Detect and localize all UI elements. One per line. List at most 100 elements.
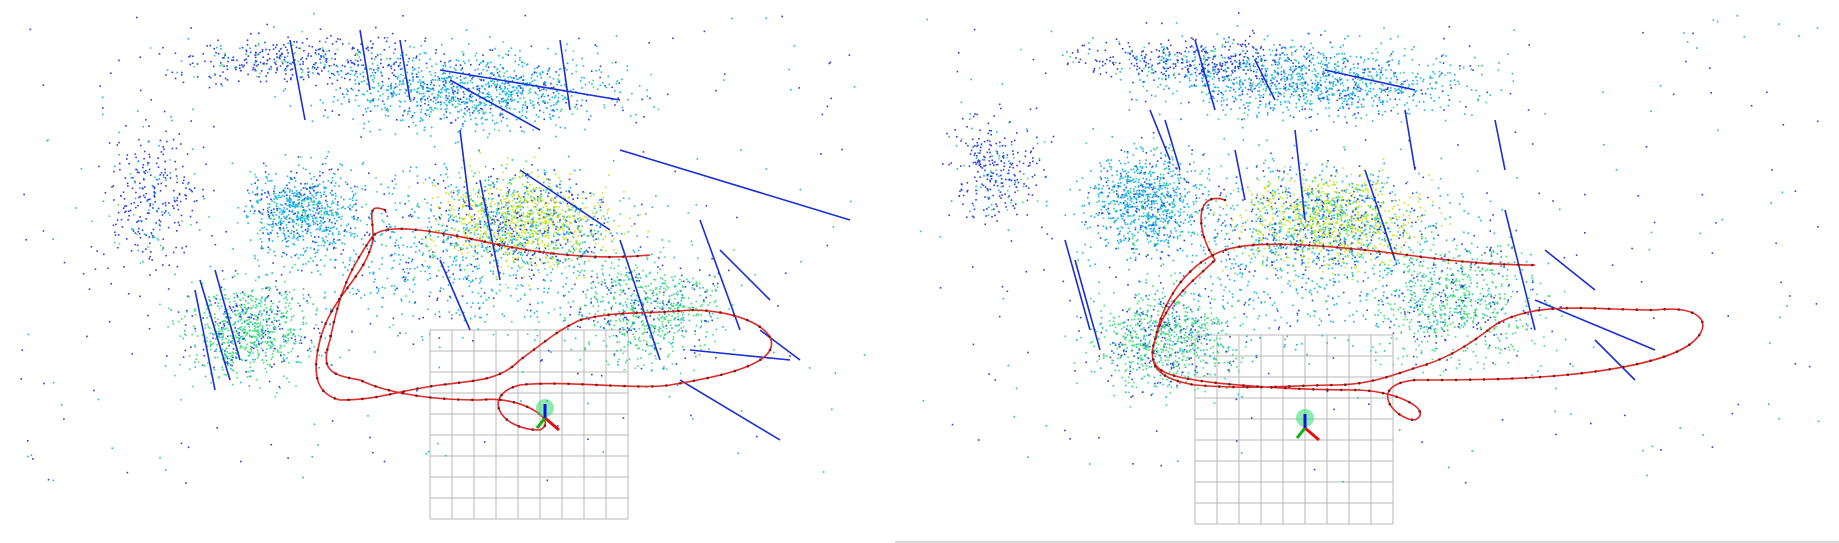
point <box>566 231 568 233</box>
point <box>305 322 307 325</box>
point <box>678 324 680 327</box>
point <box>488 236 491 238</box>
point <box>500 206 503 209</box>
point <box>594 212 597 215</box>
point <box>507 224 509 226</box>
point <box>302 288 305 290</box>
point <box>476 88 479 91</box>
point <box>538 217 541 220</box>
point <box>479 195 482 198</box>
point <box>293 236 295 238</box>
point <box>618 82 621 84</box>
point <box>329 206 331 209</box>
point <box>275 196 278 199</box>
point <box>502 97 504 100</box>
point <box>290 229 293 232</box>
point <box>670 324 672 326</box>
point <box>306 205 309 208</box>
point <box>517 225 519 227</box>
point <box>675 293 678 295</box>
point <box>535 227 538 230</box>
point <box>612 297 615 300</box>
point <box>265 318 268 320</box>
point <box>457 237 459 240</box>
point <box>567 301 570 304</box>
point <box>341 93 344 95</box>
point <box>677 330 679 333</box>
point <box>481 197 484 199</box>
point <box>593 323 596 326</box>
point <box>581 197 584 199</box>
point <box>556 90 558 92</box>
point <box>634 338 636 341</box>
point <box>281 239 284 242</box>
point <box>436 79 439 81</box>
point <box>267 344 270 346</box>
point <box>633 313 635 316</box>
point <box>455 186 458 188</box>
point <box>607 75 610 78</box>
point <box>416 205 418 207</box>
point <box>539 259 541 261</box>
point <box>754 274 756 276</box>
point <box>282 211 284 214</box>
point <box>618 318 621 320</box>
point <box>559 201 561 204</box>
point <box>484 111 487 114</box>
point <box>671 294 673 297</box>
point <box>288 204 290 206</box>
point <box>469 93 472 96</box>
point <box>667 321 670 324</box>
point <box>505 192 507 194</box>
point <box>293 329 296 331</box>
point <box>613 355 616 357</box>
point <box>307 223 310 225</box>
point <box>675 363 678 365</box>
point <box>443 117 446 119</box>
point <box>270 300 273 302</box>
point <box>407 279 409 281</box>
point <box>394 252 396 255</box>
point <box>260 328 262 330</box>
point <box>595 224 597 227</box>
point <box>238 334 240 337</box>
point <box>310 271 313 274</box>
point <box>505 107 508 109</box>
point <box>239 315 241 318</box>
point <box>629 341 632 343</box>
point <box>516 95 519 97</box>
point <box>674 317 676 319</box>
point <box>217 324 220 327</box>
point <box>442 179 445 182</box>
point <box>507 265 509 267</box>
point <box>274 319 276 321</box>
point <box>292 315 295 317</box>
point <box>251 289 254 291</box>
point <box>320 217 323 219</box>
point <box>240 292 242 295</box>
point <box>590 251 593 253</box>
point <box>264 341 267 343</box>
point <box>527 84 529 87</box>
point <box>491 289 494 292</box>
point <box>493 203 496 206</box>
point <box>615 82 618 85</box>
point <box>348 100 350 103</box>
point <box>269 307 272 310</box>
point <box>463 218 465 221</box>
point <box>527 252 529 255</box>
point <box>646 89 648 91</box>
point <box>338 73 340 76</box>
point <box>244 311 246 314</box>
point <box>538 65 540 68</box>
point <box>287 332 290 335</box>
point <box>395 239 398 241</box>
point <box>480 213 483 215</box>
point <box>373 87 376 89</box>
point <box>588 260 590 262</box>
point <box>332 194 334 196</box>
point <box>573 218 576 220</box>
point <box>268 233 270 235</box>
point <box>616 336 618 338</box>
point <box>505 237 507 240</box>
